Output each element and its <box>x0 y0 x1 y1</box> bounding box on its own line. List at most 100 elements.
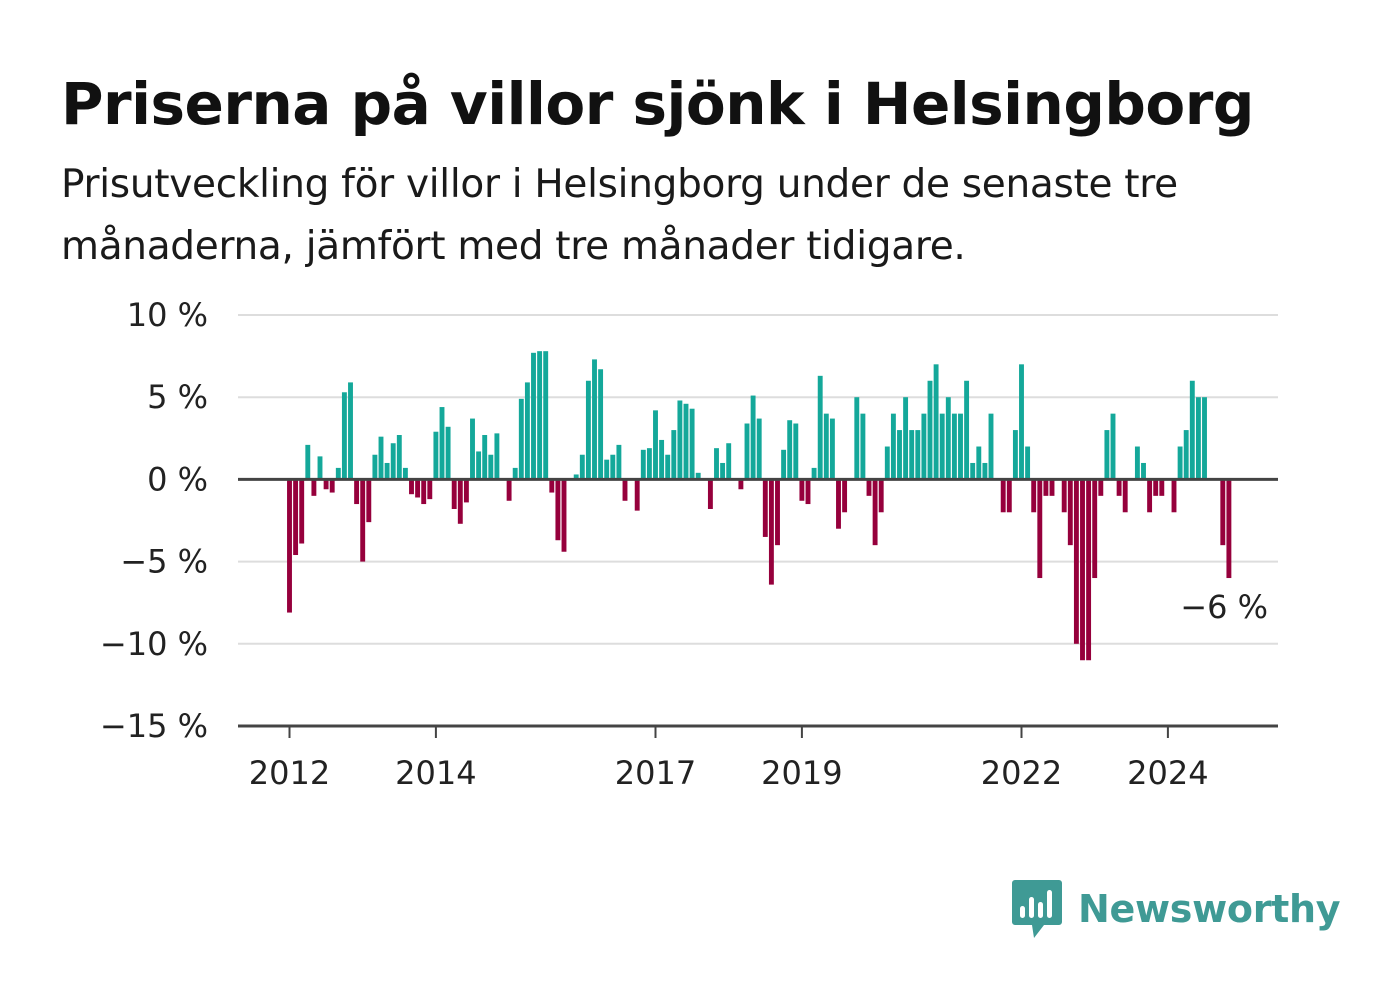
bar <box>854 397 860 480</box>
bar <box>836 479 841 529</box>
bar <box>799 479 805 501</box>
bar <box>470 418 475 480</box>
bar <box>823 413 829 480</box>
bar <box>866 479 872 496</box>
bar <box>1104 430 1110 480</box>
bar <box>329 479 335 493</box>
y-tick-label: −10 % <box>100 625 208 663</box>
bar <box>524 382 530 480</box>
bar <box>451 479 457 509</box>
bar <box>1159 479 1165 496</box>
bar <box>1171 479 1177 513</box>
bar <box>439 407 445 480</box>
bar <box>354 479 360 505</box>
bar <box>402 467 408 480</box>
bar <box>1220 479 1226 546</box>
bar <box>1134 446 1140 480</box>
bar <box>750 395 756 480</box>
bar <box>1141 462 1146 480</box>
bar <box>817 375 823 480</box>
bar <box>293 479 299 556</box>
y-tick-label: −5 % <box>120 543 208 581</box>
tick-labels: 10 % 5 % 0 % −5 % −10 % −15 % 2012 2014 2017 2019… <box>100 296 1209 792</box>
newsworthy-logo[interactable]: Newsworthy <box>1012 878 1341 940</box>
bar <box>768 479 774 585</box>
bar <box>659 439 665 480</box>
bar <box>317 456 323 480</box>
bar <box>287 479 292 613</box>
y-tick-label: 10 % <box>127 296 208 334</box>
bar <box>488 454 494 480</box>
bar <box>494 433 500 480</box>
bar <box>933 364 939 480</box>
bar <box>1073 479 1079 644</box>
bar <box>860 413 866 480</box>
bar <box>610 454 616 480</box>
bar <box>372 454 378 480</box>
bar <box>579 454 585 480</box>
bar <box>720 462 726 480</box>
bar <box>427 479 433 500</box>
bar <box>738 479 744 490</box>
bar <box>598 369 604 480</box>
bar <box>543 351 549 480</box>
y-tick-label: −15 % <box>100 707 208 745</box>
bar <box>1006 479 1012 513</box>
bar <box>476 451 482 480</box>
bar <box>903 397 909 480</box>
bar <box>1012 430 1018 480</box>
bar <box>1195 397 1201 480</box>
bar <box>829 418 835 480</box>
bar <box>463 479 469 503</box>
bar <box>646 448 652 480</box>
bar <box>311 479 317 496</box>
brand-name: Newsworthy <box>1078 887 1341 931</box>
bar <box>561 479 567 552</box>
bar <box>592 359 597 480</box>
bar <box>1110 413 1116 480</box>
bars <box>287 351 1232 661</box>
bar <box>409 479 414 495</box>
bar <box>945 397 951 480</box>
bar <box>335 467 341 480</box>
bar <box>531 352 536 480</box>
bar <box>1061 479 1067 513</box>
bar <box>775 479 780 546</box>
x-tick-label: 2014 <box>395 754 476 792</box>
bar <box>890 413 896 480</box>
bar <box>939 413 945 480</box>
bar <box>341 392 347 480</box>
bar <box>1025 446 1031 480</box>
bar <box>915 430 921 480</box>
bar <box>872 479 878 546</box>
bar <box>1122 479 1128 513</box>
bar <box>970 462 976 480</box>
bar <box>1031 479 1037 513</box>
last-value-annotation: −6 % <box>1180 588 1268 626</box>
bar <box>445 426 451 480</box>
bar <box>640 449 646 480</box>
bar <box>695 472 701 480</box>
x-tick-label: 2012 <box>249 754 330 792</box>
bar <box>1080 479 1085 661</box>
bar <box>811 467 817 480</box>
x-tick-label: 2024 <box>1127 754 1208 792</box>
axes <box>238 477 1278 738</box>
newsworthy-logo-icon <box>1012 880 1062 938</box>
bar <box>714 448 719 480</box>
bar <box>897 430 902 480</box>
bar <box>506 479 512 501</box>
bar <box>348 382 353 480</box>
bar <box>482 435 488 480</box>
bar <box>1019 364 1024 480</box>
bar <box>396 435 402 480</box>
bar <box>927 380 933 480</box>
bar <box>555 479 561 541</box>
bar <box>1037 479 1043 579</box>
bar <box>622 479 628 501</box>
bar <box>1000 479 1006 513</box>
bar <box>549 479 555 493</box>
bar <box>762 479 768 537</box>
bar <box>585 380 591 480</box>
